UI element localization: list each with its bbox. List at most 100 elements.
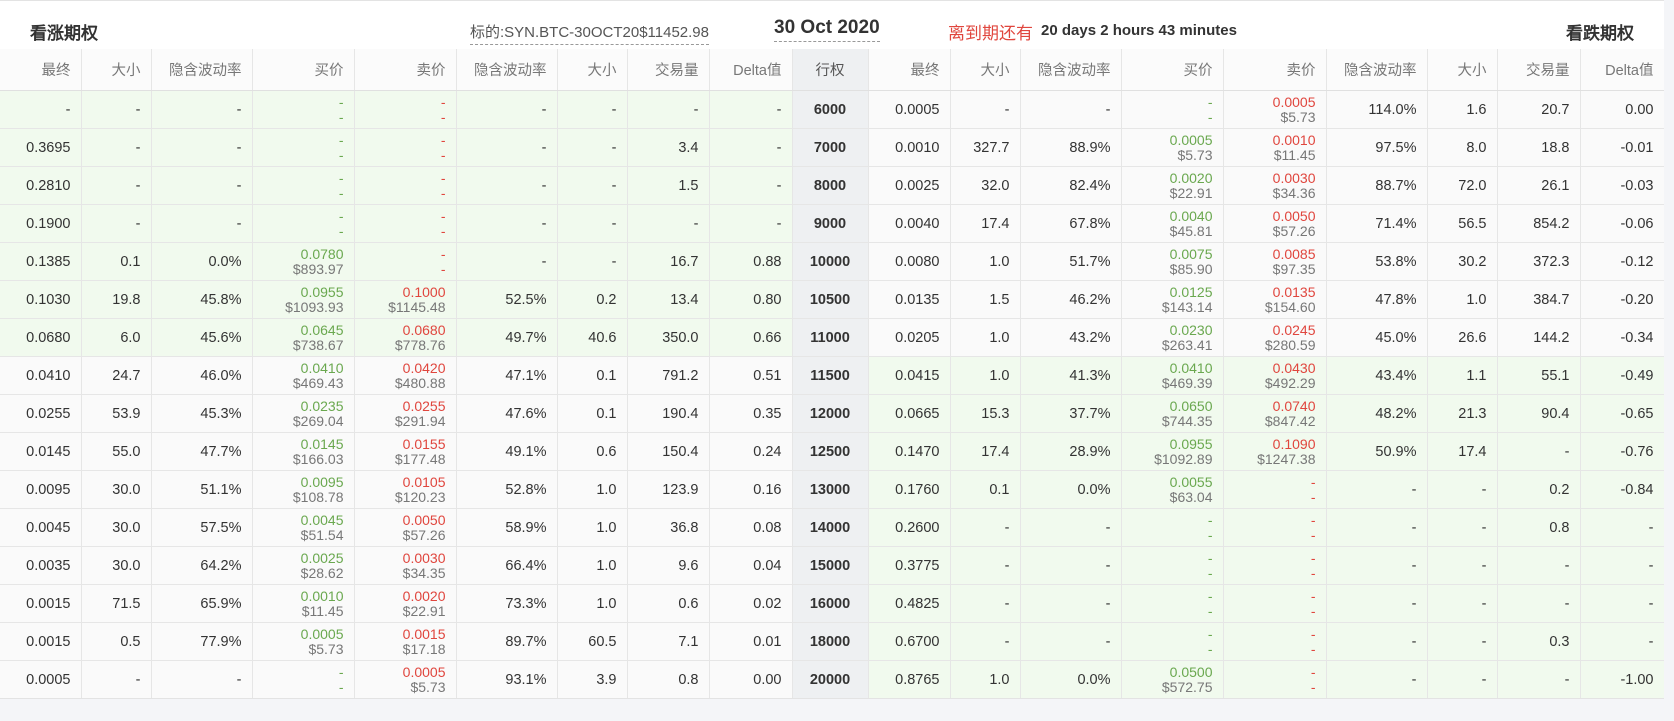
call-bid-cell[interactable]: 0.0235 $269.04 [252,394,355,433]
put-ask-cell[interactable]: -- [1223,660,1327,699]
put-bid-cell[interactable]: 0.0955 $1092.89 [1121,432,1224,471]
put-ask-cell[interactable]: 0.0430 $492.29 [1223,356,1327,395]
strike-cell[interactable]: 13000 [792,470,869,509]
call-ask-cell[interactable]: 0.0050 $57.26 [354,508,457,547]
header-strike[interactable]: 行权 [792,49,869,91]
call-ask-cell[interactable]: 0.0020 $22.91 [354,584,457,623]
strike-cell[interactable]: 12500 [792,432,869,471]
put-bid-cell[interactable]: 0.0020 $22.91 [1121,166,1224,205]
strike-cell[interactable]: 9000 [792,204,869,243]
header-call-iv[interactable]: 隐含波动率 [151,49,253,91]
strike-cell[interactable]: 11500 [792,356,869,395]
table-row[interactable]: 0.1030 19.8 45.8% 0.0955 $1093.93 0.1000 $1145… [0,280,1665,319]
call-bid-cell[interactable]: -- [252,128,355,167]
strike-cell[interactable]: 18000 [792,622,869,661]
call-bid-cell[interactable]: -- [252,204,355,243]
strike-cell[interactable]: 20000 [792,660,869,699]
call-ask-cell[interactable]: 0.0255 $291.94 [354,394,457,433]
strike-cell[interactable]: 6000 [792,90,869,129]
strike-cell[interactable]: 7000 [792,128,869,167]
put-ask-cell[interactable]: -- [1223,546,1327,585]
strike-cell[interactable]: 15000 [792,546,869,585]
put-ask-cell[interactable]: -- [1223,470,1327,509]
header-put-last[interactable]: 最终 [868,49,951,91]
put-ask-cell[interactable]: 0.0030 $34.36 [1223,166,1327,205]
call-bid-cell[interactable]: -- [252,660,355,699]
table-row[interactable]: 0.0005- - - -0.0005 $5.73 93.1% 3.9 0.8 0.00 2000… [0,660,1665,699]
put-ask-cell[interactable]: 0.0005 $5.73 [1223,90,1327,129]
call-bid-cell[interactable]: 0.0045 $51.54 [252,508,355,547]
call-bid-cell[interactable]: 0.0645 $738.67 [252,318,355,357]
table-row[interactable]: 0.0095 30.0 51.1% 0.0095 $108.78 0.0105 $120.2… [0,470,1665,509]
header-put-delta[interactable]: Delta值 [1580,49,1665,91]
put-ask-cell[interactable]: 0.0085 $97.35 [1223,242,1327,281]
table-row[interactable]: 0.1385 0.1 0.0% 0.0780 $893.97- - - -16.7 0.88 10… [0,242,1665,281]
table-row[interactable]: 0.2810- - - - - - - -1.5-8000 0.0025 32.0 82.4% 0.0… [0,166,1665,205]
put-ask-cell[interactable]: 0.0050 $57.26 [1223,204,1327,243]
put-bid-cell[interactable]: -- [1121,622,1224,661]
call-bid-cell[interactable]: 0.0145 $166.03 [252,432,355,471]
put-bid-cell[interactable]: 0.0230 $263.41 [1121,318,1224,357]
header-put-bid[interactable]: 买价 [1121,49,1224,91]
table-row[interactable]: 0.0035 30.0 64.2% 0.0025 $28.62 0.0030 $34.35 6… [0,546,1665,585]
put-ask-cell[interactable]: 0.0135 $154.60 [1223,280,1327,319]
strike-cell[interactable]: 12000 [792,394,869,433]
call-ask-cell[interactable]: 0.1000 $1145.48 [354,280,457,319]
call-bid-cell[interactable]: 0.0955 $1093.93 [252,280,355,319]
put-bid-cell[interactable]: -- [1121,508,1224,547]
strike-cell[interactable]: 11000 [792,318,869,357]
call-bid-cell[interactable]: 0.0005 $5.73 [252,622,355,661]
header-put-iv-ask[interactable]: 隐含波动率 [1326,49,1428,91]
expiry-date[interactable]: 30 Oct 2020 [774,17,880,42]
put-ask-cell[interactable]: 0.1090 $1247.38 [1223,432,1327,471]
strike-cell[interactable]: 10500 [792,280,869,319]
put-ask-cell[interactable]: 0.0010 $11.45 [1223,128,1327,167]
header-call-delta[interactable]: Delta值 [709,49,793,91]
put-ask-cell[interactable]: 0.0245 $280.59 [1223,318,1327,357]
table-row[interactable]: - - - - - - - - - - -6000 0.0005- - - -0.0005 $5.73 114.… [0,90,1665,129]
call-ask-cell[interactable]: -- [354,128,457,167]
strike-cell[interactable]: 16000 [792,584,869,623]
put-bid-cell[interactable]: 0.0410 $469.39 [1121,356,1224,395]
header-put-iv[interactable]: 隐含波动率 [1020,49,1122,91]
put-bid-cell[interactable]: 0.0055 $63.04 [1121,470,1224,509]
strike-cell[interactable]: 14000 [792,508,869,547]
call-ask-cell[interactable]: 0.0155 $177.48 [354,432,457,471]
put-bid-cell[interactable]: 0.0650 $744.35 [1121,394,1224,433]
call-bid-cell[interactable]: -- [252,90,355,129]
call-bid-cell[interactable]: 0.0780 $893.97 [252,242,355,281]
call-bid-cell[interactable]: 0.0025 $28.62 [252,546,355,585]
table-row[interactable]: 0.0680 6.0 45.6% 0.0645 $738.67 0.0680 $778.76… [0,318,1665,357]
call-bid-cell[interactable]: 0.0010 $11.45 [252,584,355,623]
strike-cell[interactable]: 8000 [792,166,869,205]
call-bid-cell[interactable]: 0.0095 $108.78 [252,470,355,509]
header-call-size[interactable]: 大小 [81,49,152,91]
header-put-volume[interactable]: 交易量 [1497,49,1581,91]
put-bid-cell[interactable]: 0.0500 $572.75 [1121,660,1224,699]
call-ask-cell[interactable]: 0.0105 $120.23 [354,470,457,509]
header-call-ask[interactable]: 卖价 [354,49,457,91]
table-row[interactable]: 0.3695- - - - - - - -3.4-7000 0.0010 327.7 88.9% 0.… [0,128,1665,167]
call-ask-cell[interactable]: -- [354,242,457,281]
table-row[interactable]: 0.0145 55.0 47.7% 0.0145 $166.03 0.0155 $177.4… [0,432,1665,471]
put-bid-cell[interactable]: -- [1121,90,1224,129]
call-bid-cell[interactable]: 0.0410 $469.43 [252,356,355,395]
strike-cell[interactable]: 10000 [792,242,869,281]
call-ask-cell[interactable]: -- [354,166,457,205]
header-call-iv-ask[interactable]: 隐含波动率 [456,49,558,91]
put-bid-cell[interactable]: 0.0040 $45.81 [1121,204,1224,243]
put-ask-cell[interactable]: 0.0740 $847.42 [1223,394,1327,433]
table-row[interactable]: 0.0045 30.0 57.5% 0.0045 $51.54 0.0050 $57.26 5… [0,508,1665,547]
put-bid-cell[interactable]: 0.0005 $5.73 [1121,128,1224,167]
table-row[interactable]: 0.0410 24.7 46.0% 0.0410 $469.43 0.0420 $480.8… [0,356,1665,395]
call-ask-cell[interactable]: -- [354,90,457,129]
call-ask-cell[interactable]: -- [354,204,457,243]
header-call-volume[interactable]: 交易量 [627,49,710,91]
header-call-bid[interactable]: 买价 [252,49,355,91]
header-put-size-ask[interactable]: 大小 [1427,49,1498,91]
table-row[interactable]: 0.1900- - - - - - - - - -9000 0.0040 17.4 67.8% 0.004… [0,204,1665,243]
put-bid-cell[interactable]: 0.0075 $85.90 [1121,242,1224,281]
call-ask-cell[interactable]: 0.0005 $5.73 [354,660,457,699]
put-bid-cell[interactable]: -- [1121,546,1224,585]
header-put-ask[interactable]: 卖价 [1223,49,1327,91]
